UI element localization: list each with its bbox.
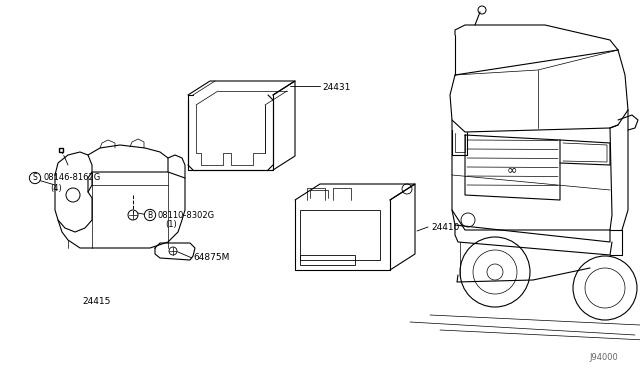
Text: J94000: J94000 xyxy=(589,353,618,362)
Text: 08146-8162G: 08146-8162G xyxy=(43,173,100,183)
Bar xyxy=(300,210,380,260)
Text: 24431: 24431 xyxy=(322,83,350,93)
Text: 24410: 24410 xyxy=(431,222,460,231)
Text: ∞: ∞ xyxy=(507,164,517,176)
Text: 24415: 24415 xyxy=(82,298,110,307)
Text: (1): (1) xyxy=(165,221,177,230)
Text: S: S xyxy=(33,173,37,183)
Bar xyxy=(300,255,355,265)
Text: 64875M: 64875M xyxy=(193,253,229,263)
Text: B: B xyxy=(147,211,152,219)
Text: 08110-8302G: 08110-8302G xyxy=(158,211,215,219)
Text: (4): (4) xyxy=(50,183,61,192)
